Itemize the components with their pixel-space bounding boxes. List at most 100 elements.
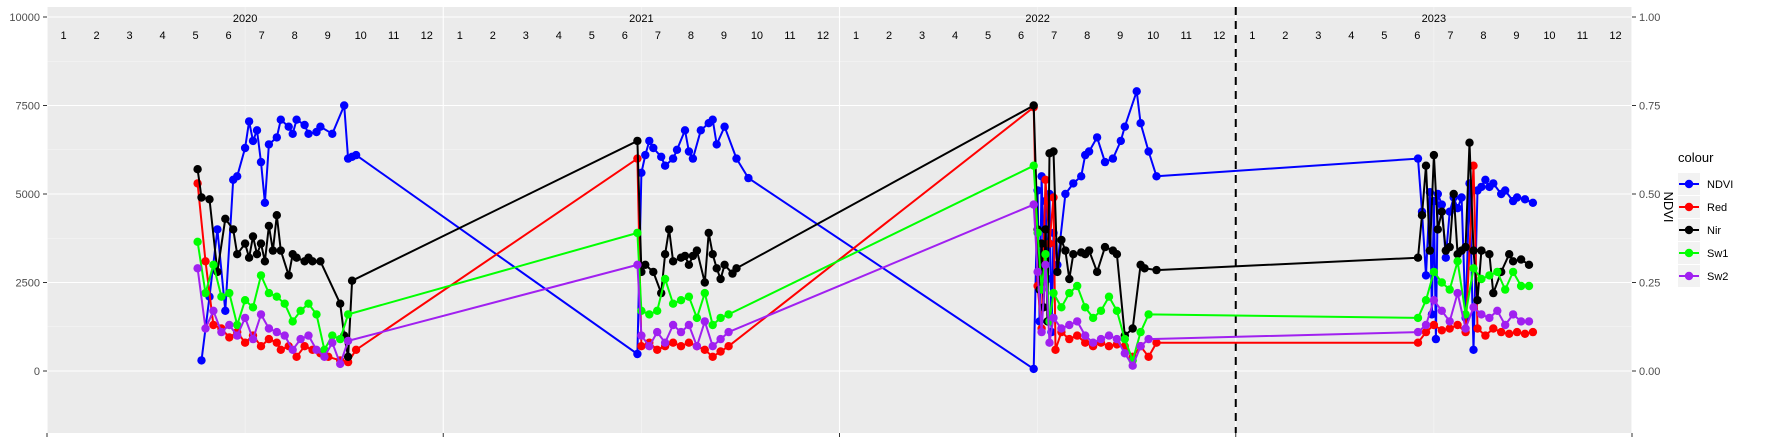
y-tick-label: 0	[34, 366, 40, 378]
data-point-nir	[1461, 242, 1470, 252]
y-axis-right-title: NDVI	[1661, 191, 1676, 222]
data-point-nir	[229, 225, 238, 234]
data-point-ndvi	[684, 147, 694, 156]
data-point-ndvi	[1413, 154, 1423, 163]
data-point-nir	[716, 274, 725, 284]
data-point-red	[240, 338, 250, 347]
month-label: 3	[1315, 30, 1321, 42]
data-point-sw2	[1413, 327, 1423, 337]
data-point-sw1	[1120, 334, 1130, 344]
data-point-red	[351, 345, 361, 354]
data-point-nir	[1477, 246, 1486, 255]
data-point-sw1	[1477, 274, 1486, 284]
month-label: 4	[160, 30, 166, 42]
data-point-sw1	[716, 313, 725, 323]
series-nir	[193, 101, 1534, 361]
data-point-red	[1445, 324, 1454, 333]
year-label: 2023	[1422, 13, 1446, 25]
data-point-sw2	[264, 324, 274, 333]
data-point-sw2	[1033, 267, 1042, 277]
data-point-sw1	[1081, 303, 1090, 312]
data-point-red	[708, 352, 717, 361]
data-point-ndvi	[1116, 136, 1126, 146]
data-point-ndvi	[197, 356, 206, 365]
month-label: 3	[523, 30, 529, 42]
data-point-sw2	[288, 345, 297, 354]
data-point-sw2	[1081, 331, 1090, 340]
data-point-sw2	[1037, 327, 1046, 337]
month-label: 7	[259, 30, 265, 42]
legend-key-point	[1684, 271, 1694, 281]
data-point-sw2	[1461, 324, 1470, 333]
data-point-red	[716, 347, 725, 356]
month-label: 3	[126, 30, 132, 42]
data-point-sw1	[684, 292, 694, 301]
data-point-ndvi	[1029, 364, 1038, 374]
data-point-red	[637, 342, 646, 351]
data-point-nir	[1413, 253, 1423, 262]
data-point-sw2	[1437, 306, 1447, 315]
data-point-sw2	[708, 342, 717, 351]
data-point-nir	[244, 253, 254, 262]
data-point-nir	[664, 225, 674, 234]
data-point-sw2	[209, 306, 218, 315]
data-point-nir	[1049, 147, 1058, 156]
month-label: 9	[1117, 30, 1123, 42]
data-point-ndvi	[292, 115, 301, 124]
data-point-nir	[284, 271, 293, 280]
data-point-nir	[248, 232, 258, 241]
data-point-ndvi	[657, 152, 666, 161]
data-point-sw1	[1112, 306, 1122, 315]
data-point-red	[209, 320, 218, 330]
data-point-nir	[1092, 267, 1102, 277]
data-point-sw1	[668, 299, 678, 308]
data-point-sw1	[248, 303, 258, 312]
data-point-nir	[1505, 250, 1514, 259]
data-point-nir	[704, 228, 713, 238]
data-point-sw2	[201, 324, 210, 333]
data-point-sw1	[1485, 271, 1494, 280]
data-point-sw1	[1088, 313, 1098, 323]
data-point-red	[1144, 352, 1153, 361]
legend-label: NDVI	[1707, 179, 1733, 191]
data-point-nir	[684, 260, 694, 269]
data-point-nir	[197, 193, 206, 202]
data-point-red	[700, 345, 709, 354]
month-label: 7	[1447, 30, 1453, 42]
data-point-sw2	[700, 317, 709, 326]
data-point-ndvi	[645, 136, 654, 146]
data-point-ndvi	[221, 306, 230, 315]
data-point-ndvi	[240, 143, 250, 153]
data-point-sw1	[1437, 278, 1447, 287]
data-point-nir	[1465, 138, 1474, 147]
data-point-nir	[1449, 189, 1458, 199]
legend-key-point	[1684, 202, 1694, 212]
data-point-ndvi	[300, 120, 309, 130]
data-point-nir	[1516, 255, 1526, 264]
data-point-sw1	[288, 317, 297, 326]
data-point-red	[1481, 331, 1490, 340]
month-label: 11	[784, 30, 795, 42]
data-point-sw2	[272, 327, 281, 337]
data-point-nir	[1508, 257, 1518, 266]
data-point-sw2	[296, 334, 305, 344]
data-point-red	[1473, 324, 1482, 333]
data-point-nir	[1469, 246, 1478, 255]
data-point-sw2	[1524, 317, 1534, 326]
data-point-nir	[233, 250, 242, 259]
month-label: 7	[655, 30, 661, 42]
month-label: 4	[556, 30, 562, 42]
data-point-red	[1073, 331, 1082, 340]
data-point-nir	[1100, 242, 1110, 252]
data-point-sw1	[1136, 327, 1145, 337]
data-point-nir	[1429, 150, 1439, 160]
month-label: 2	[886, 30, 892, 42]
data-point-sw2	[1429, 296, 1439, 305]
month-label: 6	[1414, 30, 1420, 42]
data-point-sw1	[296, 306, 305, 315]
data-point-sw2	[645, 342, 654, 351]
data-point-sw1	[700, 288, 709, 298]
data-point-sw1	[312, 310, 321, 319]
data-point-nir	[308, 257, 317, 266]
month-labels: 1 2 3 4 5 6 7 8 9 10 11 12 1 2 3 4 5 6 7 8 9 10 11 12 1 2 3 4 5 6 7 8 9 1…	[60, 30, 1621, 42]
